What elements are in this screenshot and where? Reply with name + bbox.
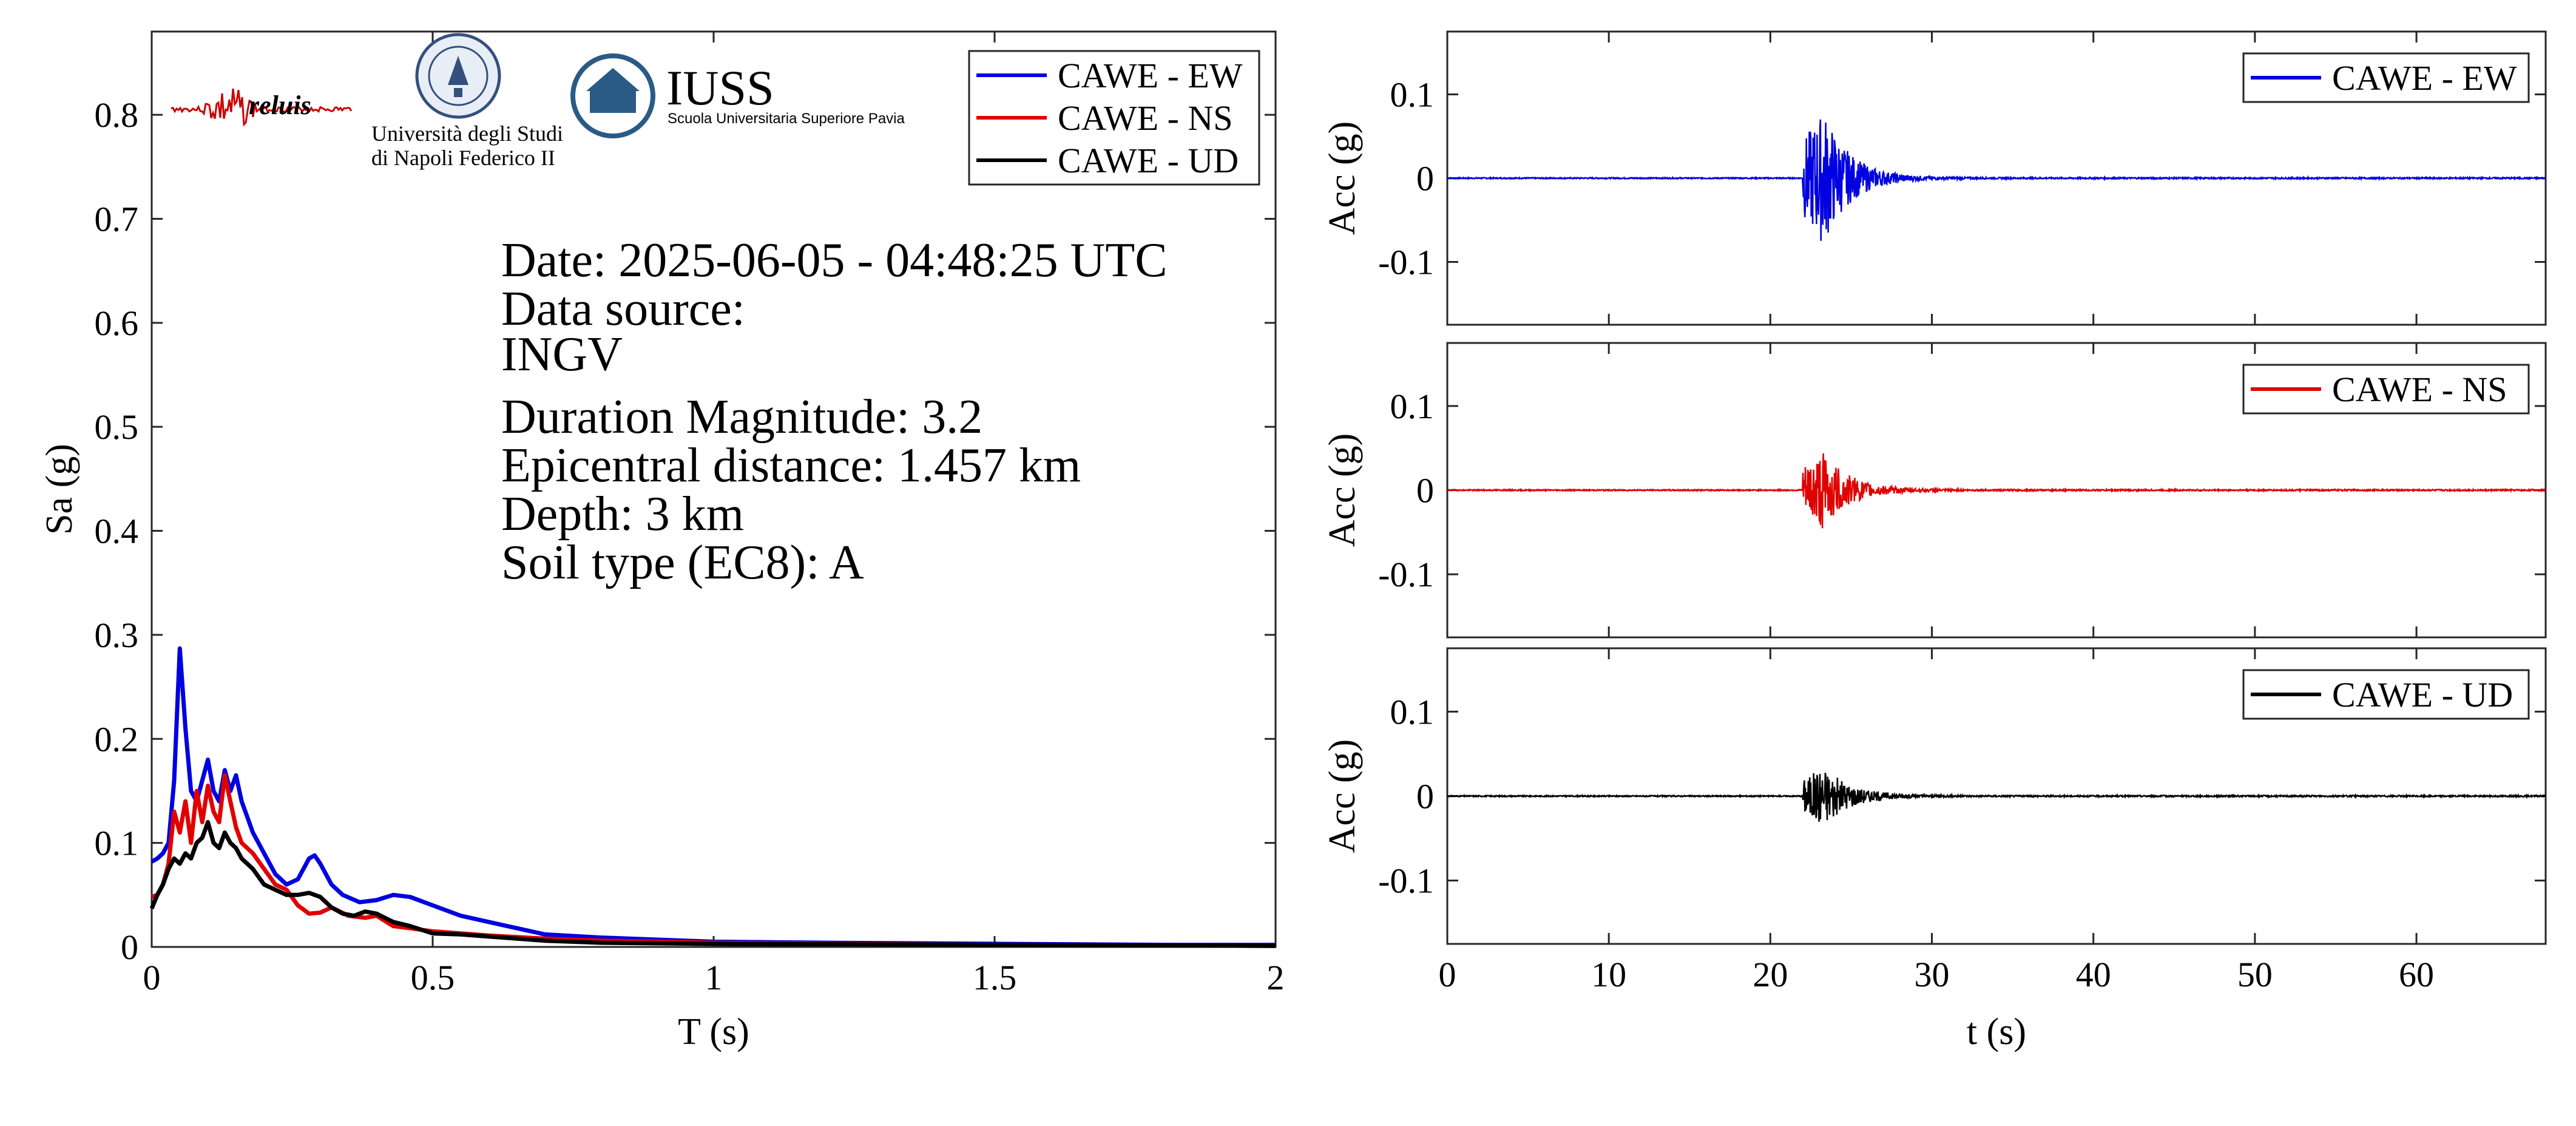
y-tick-label: 0 <box>1416 471 1434 510</box>
y-tick-label: 0.5 <box>95 407 139 447</box>
x-tick-label: 30 <box>1915 955 1950 994</box>
x-tick-label: 1.5 <box>973 958 1017 997</box>
y-tick-label: -0.1 <box>1378 861 1434 901</box>
unina-seal-inner <box>428 46 488 106</box>
iuss-emblem-building <box>590 91 636 113</box>
legend-label: CAWE - UD <box>1058 141 1239 180</box>
accelerogram-ew-chart: -0.1 0 0.1 Acc (g) CAWE - EW <box>1322 30 2547 326</box>
x-tick-label: 10 <box>1591 955 1626 994</box>
info-depth: Depth: 3 km <box>501 487 744 541</box>
y-tick-label: 0.8 <box>95 95 139 135</box>
series-line-cawe-ud <box>149 819 1276 948</box>
legend-label: CAWE - NS <box>1058 98 1233 138</box>
y-axis-label: Acc (g) <box>1322 121 1363 236</box>
y-tick-label: 0 <box>1416 159 1434 198</box>
x-tick-label: 0.5 <box>411 958 455 997</box>
y-tick-label: 0 <box>121 928 138 967</box>
y-axis-label: Acc (g) <box>1322 739 1363 853</box>
iuss-emblem-roof <box>586 68 640 91</box>
info-distance: Epicentral distance: 1.457 km <box>501 439 1081 492</box>
x-tick-label: 20 <box>1753 955 1788 994</box>
y-axis-label: Acc (g) <box>1322 433 1363 548</box>
x-tick-label: 2 <box>1267 958 1285 997</box>
y-tick-label: -0.1 <box>1378 243 1434 282</box>
info-provider: INGV <box>501 328 623 381</box>
iuss-subtext: Scuola Universitaria Superiore Pavia <box>668 110 905 127</box>
x-axis-label: t (s) <box>1967 1011 2026 1053</box>
y-axis-label: Sa (g) <box>39 444 80 535</box>
unina-seal-figure <box>448 56 468 97</box>
reluis-logo-text: reluis <box>249 90 311 120</box>
info-magnitude: Duration Magnitude: 3.2 <box>501 390 982 444</box>
iuss-logo: IUSS Scuola Universitaria Superiore Pavi… <box>570 53 905 138</box>
info-data-source: Data source: <box>501 282 745 336</box>
x-tick-label: 40 <box>2076 955 2111 994</box>
waveform-line <box>1447 453 2546 529</box>
waveform-line <box>1447 772 2546 822</box>
x-tick-label: 50 <box>2237 955 2273 994</box>
y-tick-label: 0.4 <box>95 512 139 551</box>
unina-logo: Università degli Studi di Napoli Federic… <box>371 33 563 170</box>
x-axis-label: T (s) <box>678 1011 749 1053</box>
accelerogram-ud-chart: -0.1 0 0.1 0 10 20 30 40 50 60 Acc (g) t (s) CAWE - … <box>1322 647 2547 1053</box>
y-tick-label: 0.7 <box>95 199 139 239</box>
y-tick-label: 0.1 <box>1390 75 1435 115</box>
info-date: Date: 2025-06-05 - 04:48:25 UTC <box>501 234 1168 287</box>
y-tick-label: 0.6 <box>95 304 139 343</box>
legend-label: CAWE - EW <box>2332 58 2517 98</box>
y-tick-label: 0.1 <box>1390 387 1435 426</box>
y-tick-label: 0.1 <box>95 824 139 863</box>
legend-label: CAWE - NS <box>2332 370 2507 409</box>
y-tick-label: 0.2 <box>95 719 139 759</box>
x-tick-label: 0 <box>1439 955 1456 994</box>
x-tick-label: 0 <box>143 958 161 997</box>
legend-label: CAWE - EW <box>1058 56 1243 95</box>
accelerogram-ns-chart: -0.1 0 0.1 Acc (g) CAWE - NS <box>1322 342 2547 639</box>
y-tick-label: 0.3 <box>95 616 139 655</box>
reluis-logo: reluis <box>171 88 353 127</box>
waveform-line <box>1447 119 2546 241</box>
info-soil-type: Soil type (EC8): A <box>501 536 864 589</box>
series-line-cawe-ew <box>150 646 1276 948</box>
x-tick-label: 1 <box>705 958 723 997</box>
unina-text-line1: Università degli Studi <box>371 121 563 146</box>
y-tick-label: 0.1 <box>1390 692 1435 731</box>
legend-label: CAWE - UD <box>2332 675 2513 714</box>
response-spectrum-chart: 0 0.5 1 1.5 2 0 0.1 0.2 0.3 0.4 0.5 0.6 0.7 0.8 T (s) S… <box>39 30 1285 1053</box>
unina-text-line2: di Napoli Federico II <box>371 146 555 170</box>
x-tick-label: 60 <box>2399 955 2434 994</box>
reluis-wave-mark <box>171 88 353 127</box>
y-tick-label: 0 <box>1416 777 1434 816</box>
event-info-block: Date: 2025-06-05 - 04:48:25 UTC Data sou… <box>501 234 1168 589</box>
y-tick-label: -0.1 <box>1378 555 1434 594</box>
iuss-text: IUSS <box>666 60 774 115</box>
